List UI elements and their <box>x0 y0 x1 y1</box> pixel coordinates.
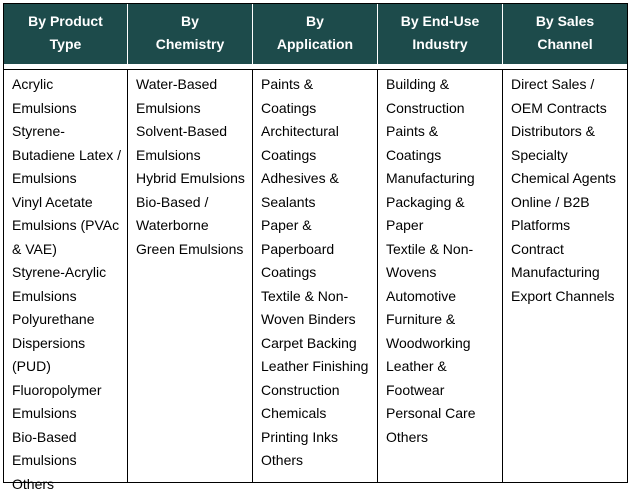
cell-item: Printing Inks <box>261 426 371 450</box>
header-text: By Product Type <box>4 10 127 56</box>
cell-item: Others <box>261 449 371 473</box>
cell-item: Manufacturing <box>386 167 496 191</box>
cell-item: Building & Construction <box>386 73 496 120</box>
column-header: By Product Type <box>4 4 128 64</box>
cell-item: Furniture & Woodworking <box>386 308 496 355</box>
cell-item: Styrene-Acrylic Emulsions <box>12 261 121 308</box>
cell-item: Vinyl Acetate Emulsions (PVAc & VAE) <box>12 191 121 262</box>
cell-item: Bio-Based / Waterborne <box>136 191 246 238</box>
cell-item: Direct Sales / OEM Contracts <box>511 73 621 120</box>
cell-item: Online / B2B Platforms <box>511 191 621 238</box>
cell-item: Styrene-Butadiene Latex / Emulsions <box>12 120 121 191</box>
header-text: By Application <box>253 10 377 56</box>
column-header: By Application <box>253 4 378 64</box>
cell-item: Contract Manufacturing <box>511 238 621 285</box>
cell-item: Green Emulsions <box>136 238 246 262</box>
cell-item: Polyurethane Dispersions (PUD) <box>12 308 121 379</box>
column-header: By Sales Channel <box>503 4 627 64</box>
header-text: By End-Use Industry <box>378 10 502 56</box>
column-header: By End-Use Industry <box>378 4 503 64</box>
cell-item: Fluoropolymer Emulsions <box>12 379 121 426</box>
cell-item: Bio-Based Emulsions <box>12 426 121 473</box>
cell-item: Textile & Non-Wovens <box>386 238 496 285</box>
cell-item: Others <box>386 426 496 450</box>
cell-item: Export Channels <box>511 285 621 309</box>
cell-item: Solvent-Based Emulsions <box>136 120 246 167</box>
cell-item: Carpet Backing <box>261 332 371 356</box>
cell-item: Personal Care <box>386 402 496 426</box>
cell-item: Paper & Paperboard Coatings <box>261 214 371 285</box>
cell-item: Leather Finishing <box>261 355 371 379</box>
cell-item: Paints & Coatings <box>261 73 371 120</box>
header-text: By Chemistry <box>128 10 252 56</box>
cell-item: Architectural Coatings <box>261 120 371 167</box>
cell-item: Others <box>12 473 121 496</box>
cell-item: Packaging & Paper <box>386 191 496 238</box>
cell-item: Textile & Non-Woven Binders <box>261 285 371 332</box>
cell-item: Acrylic Emulsions <box>12 73 121 120</box>
cell-item: Construction Chemicals <box>261 379 371 426</box>
cell-item: Hybrid Emulsions <box>136 167 246 191</box>
cell-item: Automotive <box>386 285 496 309</box>
cell-item: Leather & Footwear <box>386 355 496 402</box>
cell-item: Paints & Coatings <box>386 120 496 167</box>
cell-item: Adhesives & Sealants <box>261 167 371 214</box>
cell-item: Distributors & Specialty Chemical Agents <box>511 120 621 191</box>
column-header: By Chemistry <box>128 4 253 64</box>
header-text: By Sales Channel <box>503 10 627 56</box>
cell-item: Water-Based Emulsions <box>136 73 246 120</box>
